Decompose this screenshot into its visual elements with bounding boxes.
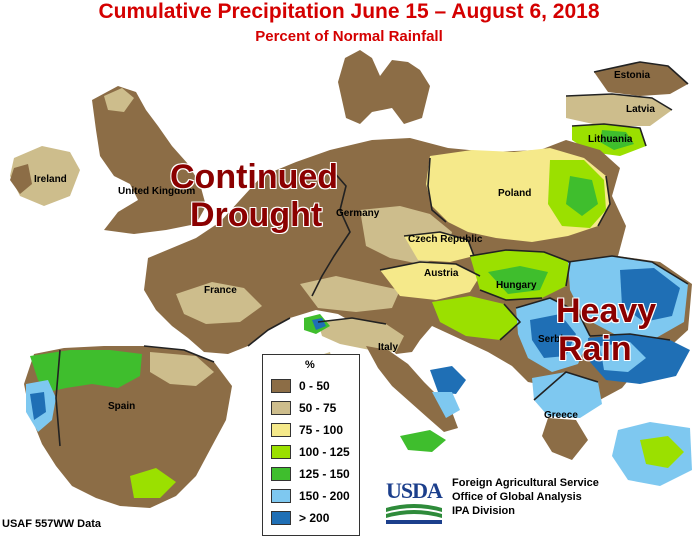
drought-annotation: Continued Drought <box>170 158 338 234</box>
legend-item: 50 - 75 <box>271 399 336 417</box>
usda-logo: USDA <box>386 478 443 526</box>
czech-yellow <box>404 232 474 262</box>
agency-line1: Foreign Agricultural Service <box>452 477 599 489</box>
label-italy: Italy <box>378 342 399 353</box>
legend-item: 75 - 100 <box>271 421 343 439</box>
italy-peninsula <box>366 346 458 432</box>
ireland-west-dry <box>10 164 32 194</box>
legend-swatch <box>271 379 291 393</box>
hungary-core <box>488 266 548 294</box>
data-source: USAF 557WW Data <box>2 518 102 530</box>
legend-item: 125 - 150 <box>271 465 350 483</box>
label-hungary: Hungary <box>496 280 537 291</box>
greece-south <box>542 418 588 460</box>
legend-label: 100 - 125 <box>299 445 350 459</box>
legend: % 0 - 50 50 - 75 75 - 100 100 - 125 125 … <box>262 354 360 536</box>
map-title: Cumulative Precipitation June 15 – Augus… <box>98 0 600 23</box>
usda-logo-text: USDA <box>386 478 443 503</box>
agency-credit: Foreign Agricultural Service Office of G… <box>450 474 603 519</box>
legend-item: 150 - 200 <box>271 487 350 505</box>
legend-swatch <box>271 401 291 415</box>
legend-item: > 200 <box>271 509 329 527</box>
legend-label: 0 - 50 <box>299 379 330 393</box>
iberia-northwest-extreme <box>30 392 46 420</box>
legend-label: 50 - 75 <box>299 401 337 415</box>
sicily <box>400 430 446 452</box>
legend-item: 0 - 50 <box>271 377 330 395</box>
legend-label: 75 - 100 <box>299 423 344 437</box>
label-czech-republic: Czech Republic <box>408 234 483 245</box>
romania-extreme <box>620 268 680 322</box>
france-lightbrown <box>176 282 262 324</box>
legend-swatch <box>271 489 291 503</box>
agency-line2: Office of Global Analysis <box>452 491 582 503</box>
heavy-rain-annotation-line2: Rain <box>558 330 632 368</box>
label-ireland: Ireland <box>34 174 67 185</box>
serbia-core <box>530 314 576 358</box>
turkey-core <box>640 436 684 468</box>
legend-swatch <box>271 467 291 481</box>
label-latvia: Latvia <box>626 104 655 115</box>
ireland-region <box>10 146 80 206</box>
label-greece: Greece <box>544 410 578 421</box>
label-germany: Germany <box>336 208 380 219</box>
baltic-north-region <box>594 62 688 96</box>
usda-logo-mark <box>386 504 442 524</box>
austria-region <box>380 262 480 300</box>
label-estonia: Estonia <box>614 70 651 81</box>
label-france: France <box>204 285 237 296</box>
legend-label: 150 - 200 <box>299 489 350 503</box>
scotland-north <box>104 88 134 112</box>
italy-north <box>318 318 404 352</box>
agency-line3: IPA Division <box>452 505 515 517</box>
legend-swatch <box>271 445 291 459</box>
legend-label: > 200 <box>299 511 330 525</box>
bulgaria-wet <box>600 342 646 372</box>
legend-swatch <box>271 511 291 525</box>
legend-item: 100 - 125 <box>271 443 350 461</box>
label-lithuania: Lithuania <box>588 134 633 145</box>
label-united-kingdom: United Kingdom <box>118 186 196 197</box>
britain-region <box>92 86 206 234</box>
label-serbia: Serbia <box>538 334 569 345</box>
iberia-lightbrown <box>150 352 214 386</box>
poland-east-very-wet <box>566 176 598 216</box>
iberia-south-wet <box>130 468 176 498</box>
greece-north <box>532 372 602 418</box>
iberia-region <box>24 346 232 508</box>
scandinavia-region <box>338 50 430 124</box>
legend-label: 125 - 150 <box>299 467 350 481</box>
country-borders <box>55 61 689 447</box>
map-subtitle: Percent of Normal Rainfall <box>255 28 443 45</box>
lithuania-wet-core <box>600 130 634 150</box>
drought-annotation-line2: Drought <box>190 196 323 234</box>
heavy-rain-annotation-line1: Heavy <box>556 292 657 330</box>
latvia-region <box>566 94 672 126</box>
slovenia-croatia-wet <box>432 296 520 340</box>
label-austria: Austria <box>424 268 459 279</box>
alps-lightbrown <box>300 276 400 312</box>
label-spain: Spain <box>108 401 136 412</box>
drought-annotation-line1: Continued <box>170 158 339 196</box>
heavy-rain-annotation: Heavy Rain <box>556 292 656 368</box>
label-poland: Poland <box>498 188 532 199</box>
italy-south-wet <box>432 392 460 418</box>
italy-heel-wet <box>430 366 466 394</box>
legend-swatch <box>271 423 291 437</box>
legend-unit: % <box>305 359 315 371</box>
